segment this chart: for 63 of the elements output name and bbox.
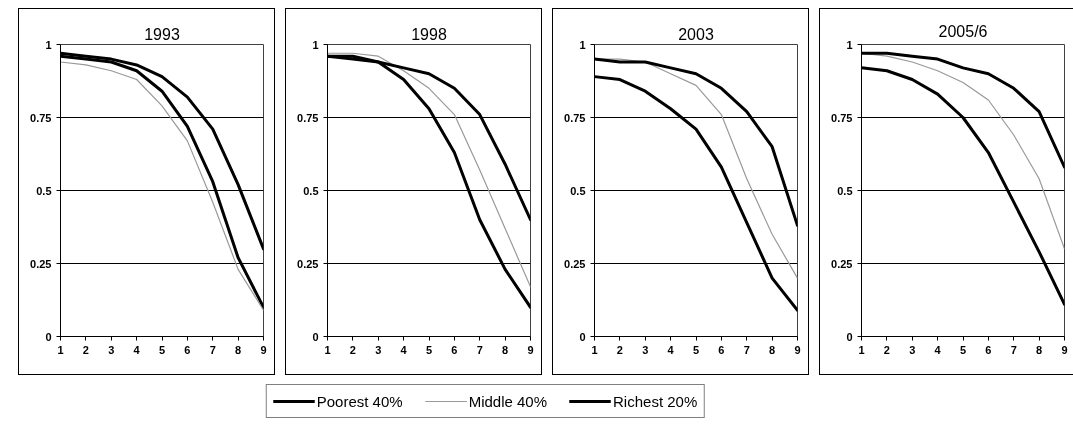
y-tick-label: 0.5 [36, 184, 52, 197]
x-tick-label: 5 [692, 343, 700, 356]
x-tick-label: 9 [527, 343, 534, 356]
x-tick-label: 3 [108, 343, 115, 356]
x-tick-label: 2 [883, 343, 890, 356]
x-tick-label: 3 [375, 343, 382, 356]
x-tick-label: 8 [769, 343, 776, 356]
x-tick-label: 8 [502, 343, 509, 356]
y-tick-label: 0.5 [837, 184, 853, 197]
chart-title: 1993 [144, 25, 180, 43]
x-tick-label: 9 [794, 343, 801, 356]
x-tick-label: 6 [985, 343, 992, 356]
x-tick-label: 8 [1036, 343, 1043, 356]
x-tick-label: 5 [158, 343, 166, 356]
y-tick-label: 1 [312, 38, 319, 51]
legend-label: Middle 40% [468, 392, 548, 410]
x-tick-label: 4 [400, 343, 408, 356]
x-tick-label: 7 [743, 343, 750, 356]
chart-title: 2005/6 [938, 22, 988, 40]
x-tick-label: 8 [235, 343, 242, 356]
x-tick-label: 2 [616, 343, 623, 356]
x-tick-label: 3 [642, 343, 649, 356]
x-tick-label: 2 [349, 343, 356, 356]
x-tick-label: 5 [425, 343, 433, 356]
chart-title: 2003 [678, 25, 714, 43]
y-tick-label: 0.5 [303, 184, 319, 197]
x-tick-label: 1 [324, 343, 331, 356]
y-tick-label: 1 [45, 38, 52, 51]
y-tick-label: 1 [846, 38, 853, 51]
x-tick-label: 9 [1061, 343, 1068, 356]
y-tick-label: 0.25 [831, 257, 853, 270]
x-tick-label: 2 [82, 343, 89, 356]
y-tick-label: 0.25 [564, 257, 586, 270]
y-tick-label: 0.75 [297, 111, 319, 124]
y-tick-label: 0.75 [831, 111, 853, 124]
x-tick-label: 6 [451, 343, 458, 356]
y-tick-label: 1 [579, 38, 586, 51]
y-tick-label: 0.75 [564, 111, 586, 124]
x-tick-label: 1 [858, 343, 865, 356]
x-tick-label: 4 [934, 343, 942, 356]
x-tick-label: 6 [718, 343, 725, 356]
x-tick-label: 1 [57, 343, 64, 356]
x-tick-label: 7 [476, 343, 483, 356]
x-tick-label: 1 [591, 343, 598, 356]
y-tick-label: 0.75 [30, 111, 52, 124]
legend-label: Richest 20% [613, 392, 698, 410]
y-tick-label: 0 [846, 330, 853, 343]
x-tick-label: 3 [909, 343, 916, 356]
legend-label: Poorest 40% [316, 392, 403, 410]
x-tick-label: 7 [209, 343, 216, 356]
x-tick-label: 7 [1010, 343, 1017, 356]
x-tick-label: 6 [184, 343, 191, 356]
chart-title: 1998 [411, 25, 447, 43]
x-tick-label: 9 [260, 343, 267, 356]
x-tick-label: 5 [959, 343, 967, 356]
y-tick-label: 0.25 [30, 257, 52, 270]
y-tick-label: 0 [579, 330, 586, 343]
x-tick-label: 4 [667, 343, 675, 356]
x-tick-label: 4 [133, 343, 141, 356]
y-tick-label: 0 [312, 330, 319, 343]
y-tick-label: 0.25 [297, 257, 319, 270]
y-tick-label: 0.5 [570, 184, 586, 197]
y-tick-label: 0 [45, 330, 52, 343]
